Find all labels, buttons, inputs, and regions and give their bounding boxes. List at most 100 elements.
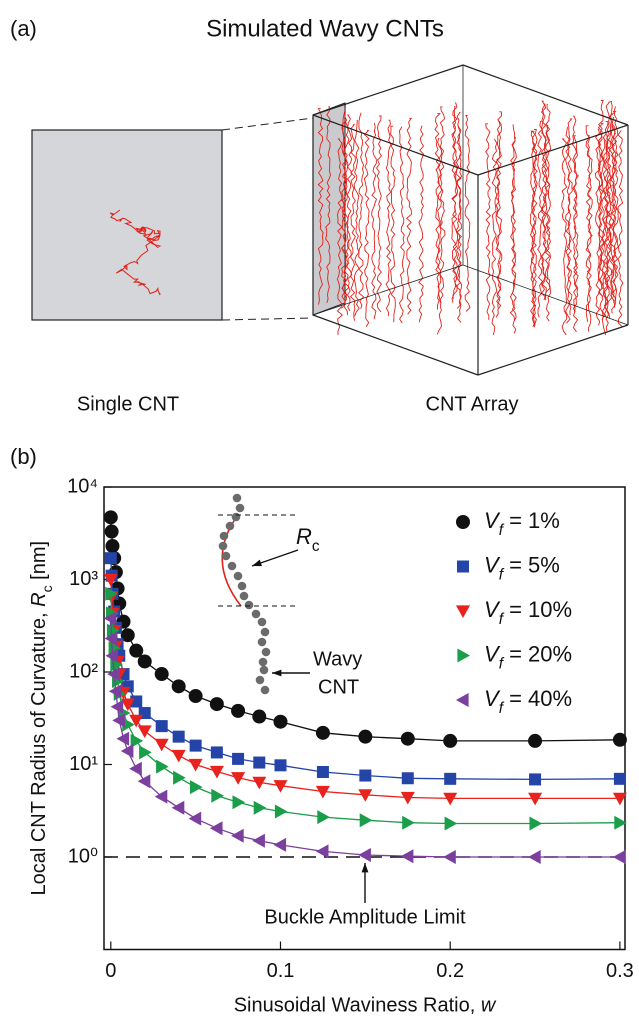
data-point <box>103 573 118 587</box>
inset-bead <box>232 493 242 503</box>
data-point <box>110 699 124 714</box>
data-point <box>400 731 415 746</box>
cnt-strand <box>610 111 617 308</box>
data-point <box>172 730 185 743</box>
inset-bead <box>237 581 247 591</box>
data-point <box>209 697 224 712</box>
cnt-strand <box>496 111 503 308</box>
data-point <box>139 745 152 760</box>
legend-marker <box>456 515 470 529</box>
cnt-strand <box>418 125 425 323</box>
data-point <box>122 717 135 732</box>
data-point <box>231 828 244 843</box>
data-point <box>137 654 152 669</box>
caption: CNT Array <box>426 393 519 415</box>
legend-label: Vf = 1% <box>484 508 560 539</box>
cnt-strand <box>612 106 619 304</box>
data-point <box>359 813 373 828</box>
legend-marker <box>456 693 469 707</box>
data-point <box>231 703 246 718</box>
cnt-strand <box>452 102 459 300</box>
zoom-line <box>221 317 314 321</box>
data-point <box>209 821 223 836</box>
inset-bead <box>260 685 270 695</box>
data-point <box>154 667 169 682</box>
data-point <box>108 684 122 699</box>
cnt-strand <box>358 112 365 310</box>
data-point <box>232 752 245 765</box>
data-point <box>612 850 626 864</box>
annotation: Wavy <box>313 648 362 670</box>
data-point <box>315 844 329 859</box>
data-point <box>400 791 415 805</box>
data-point <box>612 732 627 747</box>
data-point <box>188 758 203 772</box>
cnt-strand <box>325 106 331 304</box>
cnt-strand <box>456 111 463 309</box>
data-point <box>252 709 267 724</box>
x-tick-label: 0.3 <box>606 960 634 982</box>
data-point <box>529 816 543 831</box>
cnt-strand <box>346 114 353 312</box>
data-point <box>400 849 414 864</box>
inset-bead <box>221 551 231 561</box>
caption: Single CNT <box>77 393 179 415</box>
inset-bead <box>244 600 254 610</box>
cnt-strand <box>571 115 578 313</box>
data-point <box>528 792 543 806</box>
cube-edge <box>477 324 629 376</box>
data-point <box>444 816 458 831</box>
cnt-strand <box>531 129 537 326</box>
y-tick-label: 10¹ <box>69 753 98 775</box>
inset-bead <box>255 675 265 685</box>
data-point <box>402 815 415 830</box>
data-point <box>252 833 265 848</box>
data-point <box>104 631 118 646</box>
cnt-strand <box>540 100 547 298</box>
data-point <box>107 667 120 682</box>
data-point <box>171 749 186 763</box>
x-tick-label: 0.2 <box>436 960 464 982</box>
annotation: CNT <box>318 676 359 698</box>
cnt-strand <box>390 125 396 323</box>
x-tick-label: 0.1 <box>267 960 295 982</box>
inset-bead <box>235 503 245 513</box>
panel-a-illustration <box>31 64 629 376</box>
data-point <box>105 539 120 554</box>
x-axis-label: Sinusoidal Waviness Ratio, w <box>234 995 497 1017</box>
data-point <box>120 628 135 643</box>
data-point <box>106 623 120 638</box>
data-point <box>614 815 627 830</box>
legend-label: Vf = 10% <box>484 597 572 628</box>
cnt-strand <box>509 124 516 321</box>
data-point <box>120 744 134 758</box>
data-point <box>253 800 267 815</box>
cnt-strand <box>434 113 441 310</box>
cnt-strand <box>439 106 446 303</box>
cnt-strand <box>585 125 592 322</box>
cube-edge <box>462 264 629 326</box>
inset-bead <box>258 657 268 667</box>
y-tick-label: 10⁰ <box>68 845 98 867</box>
data-point <box>529 773 542 786</box>
data-point <box>317 810 330 825</box>
cube-edge <box>462 64 629 126</box>
cnt-strand <box>565 126 571 324</box>
data-point <box>210 746 223 759</box>
data-point <box>129 761 142 776</box>
data-point <box>120 698 135 712</box>
cube-edge <box>477 124 629 176</box>
inset-bead <box>257 637 267 647</box>
data-point <box>137 725 152 738</box>
cnt-strand <box>436 137 443 335</box>
data-point <box>189 739 202 752</box>
data-point <box>116 731 130 746</box>
data-point <box>232 795 246 810</box>
cnt-strand <box>529 130 536 328</box>
cnt-strand <box>353 119 360 317</box>
cnt-strand <box>455 125 462 323</box>
cnt-strand <box>385 119 392 317</box>
data-point <box>130 733 144 748</box>
cube-edge <box>312 114 479 176</box>
data-point <box>443 733 458 748</box>
